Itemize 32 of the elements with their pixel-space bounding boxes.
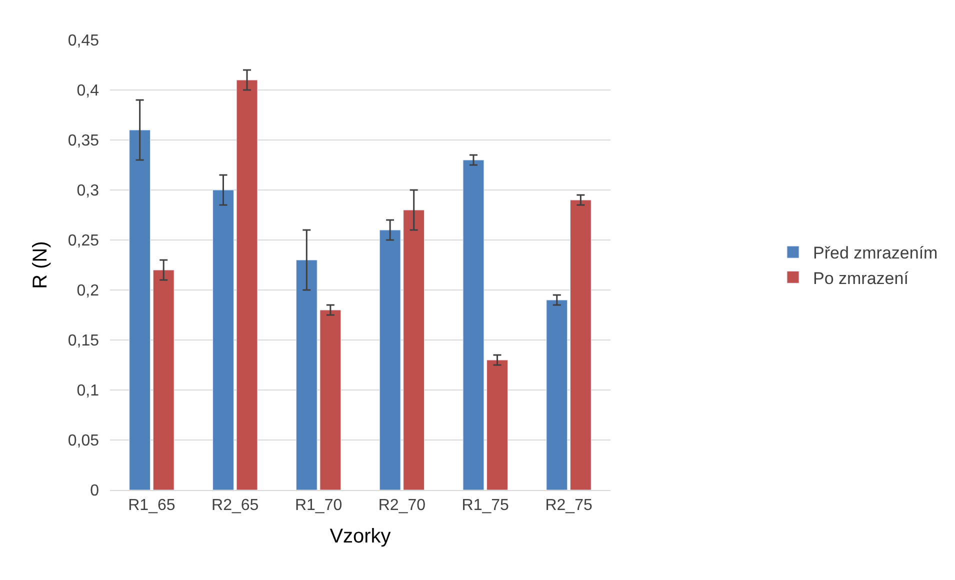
y-tick-label: 0 — [90, 482, 100, 500]
y-tick-label: 0,2 — [76, 282, 100, 300]
bar — [570, 200, 592, 490]
bar — [462, 160, 484, 490]
legend-label: Po zmrazení — [813, 268, 909, 288]
bar — [212, 190, 234, 490]
bar — [320, 310, 342, 490]
x-axis-title: Vzorky — [330, 526, 391, 548]
y-tick-label: 0,05 — [68, 432, 100, 450]
y-tick-label: 0,15 — [68, 332, 100, 350]
y-axis-title: R (N) — [29, 241, 52, 289]
x-tick-label: R2_65 — [212, 497, 259, 514]
bar — [129, 130, 151, 490]
y-tick-label: 0,1 — [76, 382, 100, 400]
x-tick-label: R2_75 — [545, 497, 592, 514]
x-tick-label: R2_70 — [378, 497, 426, 514]
bar — [236, 80, 258, 490]
bar — [152, 270, 174, 490]
x-tick-label: R1_70 — [294, 497, 342, 514]
bar — [379, 230, 401, 490]
x-tick-label: R1_65 — [128, 497, 176, 514]
y-tick-label: 0,4 — [76, 82, 100, 100]
y-tick-label: 0,45 — [68, 32, 100, 50]
y-tick-label: 0,25 — [68, 232, 100, 250]
bar — [486, 360, 508, 490]
y-tick-label: 0,35 — [68, 132, 100, 150]
y-tick-label: 0,3 — [76, 182, 100, 200]
bar — [296, 260, 318, 490]
bar — [403, 210, 425, 490]
bar — [546, 300, 568, 490]
x-tick-label: R1_75 — [462, 497, 510, 514]
legend-label: Před zmrazením — [813, 244, 938, 263]
